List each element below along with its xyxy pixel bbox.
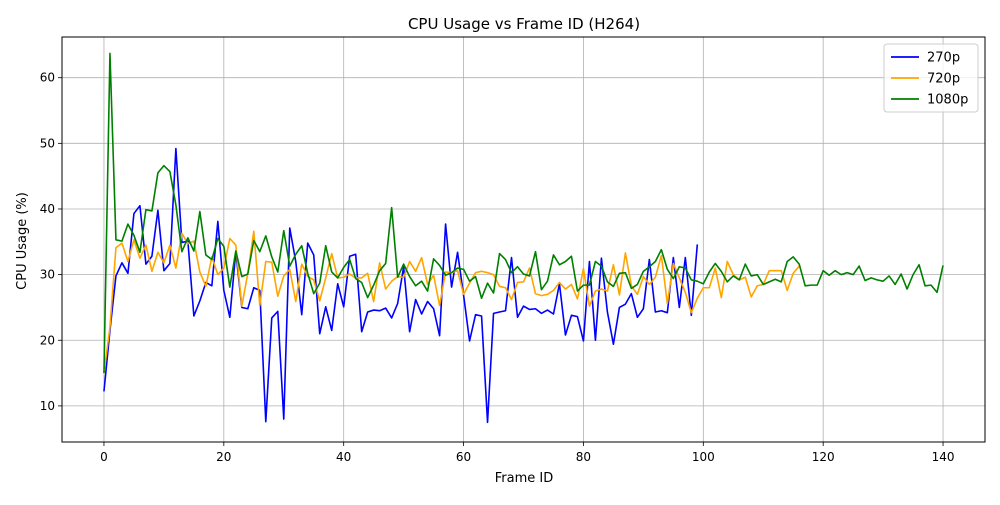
legend: 270p 720p 1080p — [883, 43, 979, 113]
x-tick-label: 60 — [456, 450, 471, 464]
x-axis-ticks: 0 20 40 60 80 100 120 140 — [100, 442, 954, 464]
x-tick-label: 40 — [336, 450, 351, 464]
x-tick-label: 80 — [576, 450, 591, 464]
grid — [62, 37, 985, 442]
chart-title: CPU Usage vs Frame ID (H264) — [408, 15, 640, 33]
x-tick-label: 140 — [932, 450, 955, 464]
y-axis-label: CPU Usage (%) — [15, 192, 30, 290]
y-axis-ticks: 10 20 30 40 50 60 — [40, 71, 62, 413]
series-lines — [103, 52, 944, 424]
legend-label-1080p: 1080p — [927, 93, 968, 108]
series-line-270p — [103, 147, 699, 424]
legend-label-720p: 720p — [927, 72, 960, 87]
x-tick-label: 120 — [812, 450, 835, 464]
legend-label-270p: 270p — [927, 51, 960, 66]
legend-box — [883, 43, 979, 113]
y-tick-label: 60 — [40, 71, 55, 85]
plot-frame — [61, 36, 986, 443]
x-tick-label: 0 — [100, 450, 108, 464]
y-tick-label: 30 — [40, 268, 55, 282]
series-line-1080p — [103, 52, 944, 374]
x-tick-label: 20 — [216, 450, 231, 464]
x-tick-label: 100 — [692, 450, 715, 464]
y-tick-label: 10 — [40, 399, 55, 413]
y-tick-label: 20 — [40, 333, 55, 347]
series-line-720p — [103, 230, 800, 374]
y-tick-label: 50 — [40, 136, 55, 150]
y-tick-label: 40 — [40, 202, 55, 216]
x-axis-label: Frame ID — [495, 471, 553, 486]
